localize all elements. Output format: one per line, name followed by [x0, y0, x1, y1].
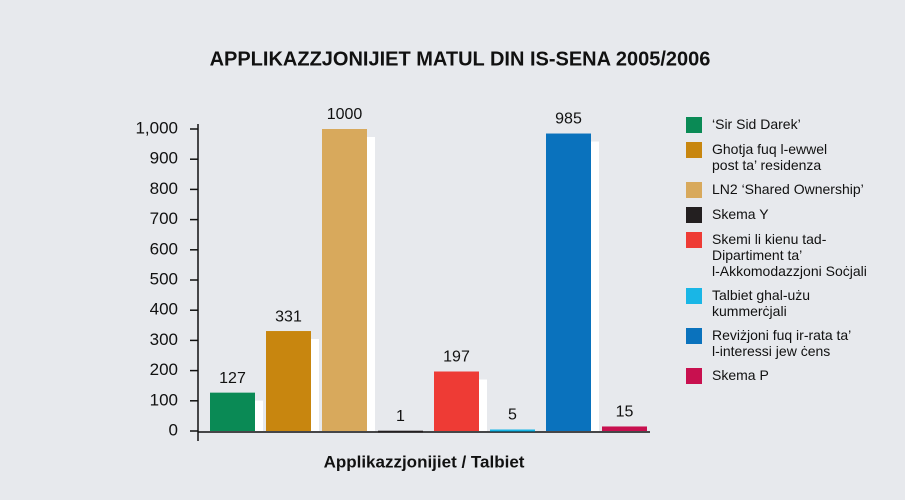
chart-title: APPLIKAZZJONIJIET MATUL DIN IS-SENA 2005…: [210, 48, 711, 70]
value-label: 1000: [327, 106, 363, 123]
value-label: 197: [443, 349, 470, 366]
bar: [210, 392, 255, 431]
legend-swatch: [686, 117, 702, 133]
legend-item: LN2 ‘Shared Ownership’: [686, 181, 901, 198]
y-tick-label: 0: [169, 420, 178, 439]
bar: [434, 371, 479, 431]
value-label: 127: [219, 370, 246, 387]
legend-item: Ghotja fuq l-ewwel post ta’ residenza: [686, 141, 901, 173]
value-label: 985: [555, 111, 582, 128]
legend-label: Skemi li kienu tad- Dipartiment ta’ l-Ak…: [712, 231, 867, 279]
bar: [546, 133, 591, 431]
y-tick-label: 200: [150, 360, 178, 379]
legend-swatch: [686, 328, 702, 344]
y-tick-label: 800: [150, 179, 178, 198]
bar: [378, 430, 423, 433]
bar: [490, 429, 535, 432]
legend-item: Skemi li kienu tad- Dipartiment ta’ l-Ak…: [686, 231, 901, 279]
legend-item: Skema P: [686, 367, 901, 384]
y-tick-label: 900: [150, 149, 178, 168]
legend: ‘Sir Sid Darek’ Ghotja fuq l-ewwel post t…: [686, 116, 901, 392]
legend-item: Skema Y: [686, 206, 901, 223]
legend-label: LN2 ‘Shared Ownership’: [712, 181, 864, 197]
legend-label: Ghotja fuq l-ewwel post ta’ residenza: [712, 141, 828, 173]
legend-label: Skema P: [712, 367, 769, 383]
y-tick-label: 700: [150, 209, 178, 228]
value-label: 5: [508, 407, 517, 424]
y-tick-label: 500: [150, 269, 178, 288]
legend-label: Reviżjoni fuq ir-rata ta’ l-interessi je…: [712, 327, 852, 359]
y-tick-label: 300: [150, 330, 178, 349]
bar: [602, 426, 647, 431]
x-axis-label: Applikazzjonijiet / Talbiet: [324, 452, 525, 471]
y-tick-label: 400: [150, 300, 178, 319]
bar: [322, 129, 367, 431]
legend-swatch: [686, 368, 702, 384]
y-tick-label: 600: [150, 239, 178, 258]
legend-item: Reviżjoni fuq ir-rata ta’ l-interessi je…: [686, 327, 901, 359]
value-label: 15: [616, 404, 634, 421]
y-tick-label: 100: [150, 390, 178, 409]
legend-swatch: [686, 142, 702, 158]
legend-item: ‘Sir Sid Darek’: [686, 116, 901, 133]
value-label: 1: [396, 408, 405, 425]
legend-swatch: [686, 288, 702, 304]
legend-label: Skema Y: [712, 206, 769, 222]
legend-swatch: [686, 182, 702, 198]
legend-label: ‘Sir Sid Darek’: [712, 116, 801, 132]
legend-swatch: [686, 232, 702, 248]
bar: [266, 331, 311, 431]
legend-item: Talbiet ghal-użu kummerċjali: [686, 287, 901, 319]
value-label: 331: [275, 308, 302, 325]
legend-label: Talbiet ghal-użu kummerċjali: [712, 287, 811, 319]
y-tick-label: 1,000: [135, 118, 178, 137]
legend-swatch: [686, 207, 702, 223]
